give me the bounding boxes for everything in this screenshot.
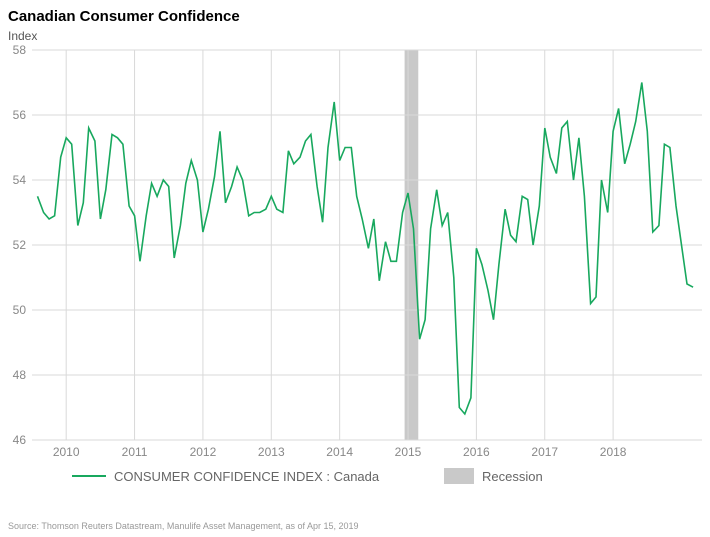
y-axis-label: 50 bbox=[13, 303, 27, 317]
y-axis-label: 48 bbox=[13, 368, 27, 382]
y-axis-label: 56 bbox=[13, 108, 27, 122]
x-axis-label: 2012 bbox=[190, 445, 217, 459]
y-axis-label: 52 bbox=[13, 238, 27, 252]
chart-area: 46 48 50 52 54 56 58 2010 2011 2012 2013 2014 2015 20… bbox=[0, 44, 710, 484]
x-axis-label: 2011 bbox=[122, 445, 148, 459]
x-axis-label: 2013 bbox=[258, 445, 285, 459]
x-axis-label: 2014 bbox=[326, 445, 353, 459]
legend-band-swatch bbox=[444, 468, 474, 484]
source-text: Source: Thomson Reuters Datastream, Manu… bbox=[8, 521, 359, 531]
y-axis-label: 54 bbox=[13, 173, 27, 187]
y-axis-label: 58 bbox=[13, 44, 27, 57]
chart-subtitle: Index bbox=[0, 25, 710, 43]
chart-title: Canadian Consumer Confidence bbox=[0, 0, 710, 25]
x-axis-label: 2018 bbox=[600, 445, 627, 459]
legend-label: CONSUMER CONFIDENCE INDEX : Canada bbox=[114, 469, 380, 484]
chart-svg: 46 48 50 52 54 56 58 2010 2011 2012 2013 2014 2015 20… bbox=[0, 44, 710, 484]
y-axis-label: 46 bbox=[13, 433, 27, 447]
x-axis-label: 2016 bbox=[463, 445, 490, 459]
legend-label: Recession bbox=[482, 469, 543, 484]
series-line bbox=[38, 83, 694, 415]
x-axis-label: 2015 bbox=[395, 445, 422, 459]
x-axis-label: 2017 bbox=[531, 445, 558, 459]
x-axis-label: 2010 bbox=[53, 445, 80, 459]
